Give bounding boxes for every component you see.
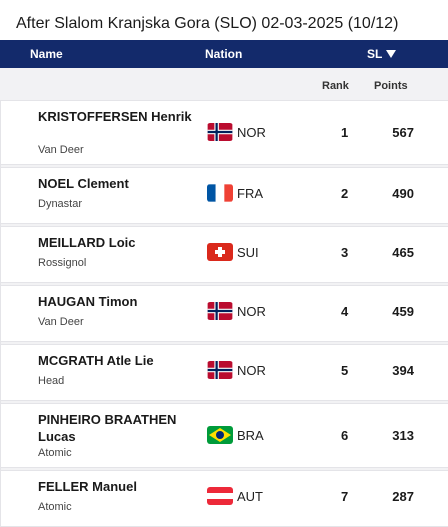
- page-title: After Slalom Kranjska Gora (SLO) 02-03-2…: [16, 15, 399, 32]
- points-value: 459: [392, 304, 414, 319]
- nation-code: AUT: [237, 488, 263, 504]
- table-row[interactable]: PINHEIRO BRAATHEN Lucas Atomic BRA 6 313: [1, 403, 448, 468]
- table-row[interactable]: HAUGAN Timon Van Deer NOR 4 459: [1, 285, 448, 342]
- row-divider: [1, 401, 448, 403]
- athlete-name[interactable]: HAUGAN Timon: [38, 294, 138, 309]
- athlete-name[interactable]: NOEL Clement: [38, 176, 129, 191]
- athlete-sponsor: Van Deer: [38, 144, 84, 156]
- austria-flag-icon: [207, 487, 233, 505]
- row-divider: [1, 283, 448, 285]
- table-row[interactable]: MEILLARD Loic Rossignol SUI 3 465: [1, 226, 448, 283]
- row-divider: [1, 224, 448, 226]
- nation-cell: BRA: [207, 426, 264, 444]
- rank-value: 6: [341, 428, 349, 443]
- norway-flag-icon: [207, 123, 233, 141]
- column-header-points: Points: [374, 80, 408, 92]
- athlete-sponsor: Atomic: [38, 501, 72, 513]
- nation-cell: NOR: [207, 361, 266, 379]
- table-row[interactable]: MCGRATH Atle Lie Head NOR 5 394: [1, 344, 448, 401]
- nation-code: SUI: [237, 244, 259, 260]
- athlete-name[interactable]: MEILLARD Loic: [38, 235, 136, 250]
- row-divider: [1, 342, 448, 344]
- points-value: 567: [392, 125, 414, 140]
- athlete-sponsor: Dynastar: [38, 198, 83, 210]
- table-subheader: Rank Points: [0, 68, 448, 100]
- nation-cell: FRA: [207, 184, 263, 202]
- nation-cell: SUI: [207, 243, 259, 261]
- norway-flag-icon: [207, 302, 233, 320]
- nation-code: NOR: [237, 124, 266, 140]
- nation-code: NOR: [237, 303, 266, 319]
- table-row[interactable]: FELLER Manuel Atomic AUT 7 287: [1, 470, 448, 527]
- athlete-sponsor: Atomic: [38, 447, 72, 459]
- column-header-nation[interactable]: Nation: [205, 47, 243, 61]
- sort-down-icon: [386, 50, 397, 58]
- rank-value: 4: [341, 304, 349, 319]
- brazil-flag-icon: [207, 426, 233, 444]
- nation-cell: AUT: [207, 487, 263, 505]
- nation-cell: NOR: [207, 123, 266, 141]
- points-value: 287: [392, 489, 414, 504]
- points-value: 313: [392, 428, 414, 443]
- column-header-sl-label: SL: [367, 47, 383, 61]
- rank-value: 1: [341, 125, 349, 140]
- nation-cell: NOR: [207, 302, 266, 320]
- nation-code: BRA: [237, 427, 264, 443]
- rank-value: 3: [341, 245, 349, 260]
- athlete-sponsor: Van Deer: [38, 316, 84, 328]
- athlete-sponsor: Head: [38, 375, 65, 387]
- france-flag-icon: [207, 184, 233, 202]
- column-header-sl-sort[interactable]: SL: [367, 47, 397, 61]
- row-divider: [1, 468, 448, 470]
- table-header: Name Nation SL: [0, 40, 448, 68]
- athlete-name[interactable]: KRISTOFFERSEN Henrik: [38, 109, 192, 124]
- points-value: 394: [392, 363, 414, 378]
- nation-code: FRA: [237, 185, 263, 201]
- athlete-name[interactable]: MCGRATH Atle Lie: [38, 353, 154, 368]
- standings-list: KRISTOFFERSEN Henrik Van Deer NOR 1 567 …: [0, 100, 448, 527]
- points-value: 465: [392, 245, 414, 260]
- table-row[interactable]: NOEL Clement Dynastar FRA 2 490: [1, 167, 448, 224]
- rank-value: 2: [341, 186, 349, 201]
- athlete-name[interactable]: PINHEIRO BRAATHEN Lucas: [38, 412, 177, 444]
- athlete-name[interactable]: FELLER Manuel: [38, 479, 137, 494]
- rank-value: 7: [341, 489, 349, 504]
- column-header-name[interactable]: Name: [30, 47, 63, 61]
- row-divider: [1, 165, 448, 167]
- norway-flag-icon: [207, 361, 233, 379]
- column-header-rank: Rank: [322, 80, 349, 92]
- rank-value: 5: [341, 363, 349, 378]
- athlete-sponsor: Rossignol: [38, 257, 87, 269]
- switzerland-flag-icon: [207, 243, 233, 261]
- nation-code: NOR: [237, 362, 266, 378]
- points-value: 490: [392, 186, 414, 201]
- table-row[interactable]: KRISTOFFERSEN Henrik Van Deer NOR 1 567: [1, 100, 448, 165]
